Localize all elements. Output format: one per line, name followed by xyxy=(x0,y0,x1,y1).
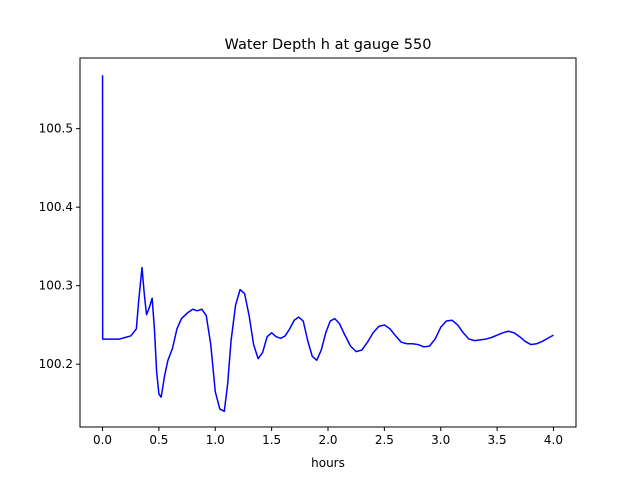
series-line-0 xyxy=(101,75,554,413)
x-tick-label: 2.5 xyxy=(375,433,394,447)
x-tick-label: 3.0 xyxy=(431,433,450,447)
x-axis-label: hours xyxy=(311,456,345,470)
y-tick-label: 100.4 xyxy=(39,200,73,214)
x-tick-label: 0.0 xyxy=(93,433,112,447)
x-tick-label: 2.0 xyxy=(318,433,337,447)
x-tick-label: 1.5 xyxy=(262,433,281,447)
x-tick-label: 1.0 xyxy=(206,433,225,447)
x-tick-label: 3.5 xyxy=(488,433,507,447)
plot-frame xyxy=(79,57,577,428)
y-tick-label: 100.2 xyxy=(39,357,73,371)
x-tick-label: 0.5 xyxy=(149,433,168,447)
chart-title: Water Depth h at gauge 550 xyxy=(225,37,432,53)
x-tick-label: 4.0 xyxy=(544,433,563,447)
y-tick-label: 100.5 xyxy=(39,122,73,136)
y-tick-label: 100.3 xyxy=(39,279,73,293)
plot-area xyxy=(101,75,554,413)
axes: 0.0 0.5 1.0 1.5 2.0 2.5 3.0 3.5 4.0 100.2 100.3 100… xyxy=(39,57,577,447)
